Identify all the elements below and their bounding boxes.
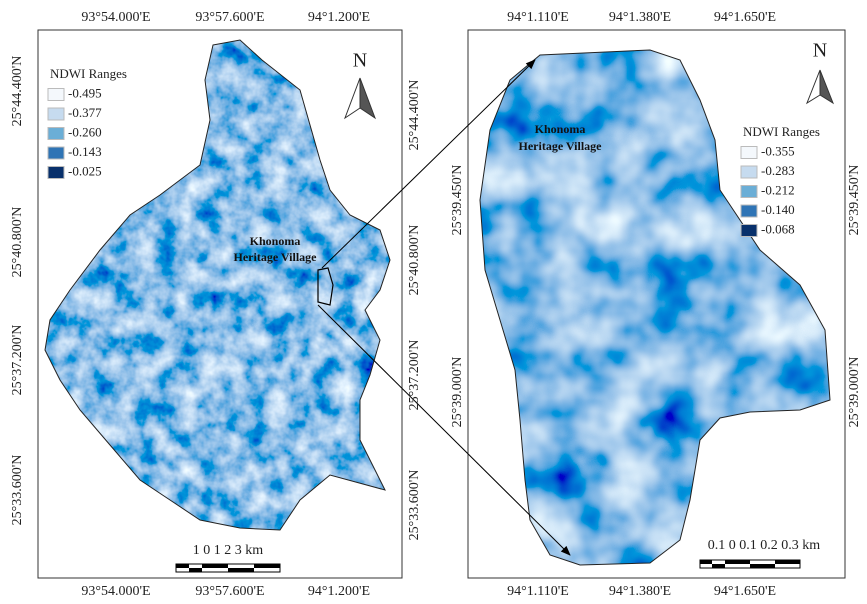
legend-label: -0.260 bbox=[68, 124, 102, 139]
legend-label: -0.212 bbox=[761, 182, 795, 197]
legend-swatch bbox=[741, 147, 757, 159]
y-coord-label: 25°37.200'N bbox=[407, 340, 422, 411]
legend-title: NDWI Ranges bbox=[50, 66, 127, 81]
legend-label: -0.068 bbox=[761, 221, 795, 236]
y-coord-label: 25°40.800'N bbox=[407, 225, 422, 296]
legend-label: -0.143 bbox=[68, 144, 102, 159]
x-coord-label: 93°54.000'E bbox=[81, 10, 150, 25]
y-coord-label: 25°40.800'N bbox=[10, 207, 25, 278]
y-coord-label: 25°44.400'N bbox=[10, 56, 25, 127]
x-coord-label: 94°1.380'E bbox=[609, 584, 671, 599]
x-coord-label: 94°1.110'E bbox=[507, 584, 569, 599]
y-coord-label: 25°33.600'N bbox=[10, 455, 25, 526]
legend-swatch bbox=[741, 205, 757, 217]
village-label: Heritage Village bbox=[519, 139, 603, 153]
legend-swatch bbox=[48, 108, 64, 120]
x-coord-label: 94°1.650'E bbox=[714, 584, 776, 599]
legend-swatch bbox=[48, 147, 64, 159]
x-coord-label: 94°1.110'E bbox=[507, 10, 569, 25]
legend-label: -0.283 bbox=[761, 163, 795, 178]
legend-swatch bbox=[48, 128, 64, 140]
legend-label: -0.140 bbox=[761, 202, 795, 217]
legend-swatch bbox=[741, 186, 757, 198]
village-label: Heritage Village bbox=[234, 250, 318, 264]
y-coord-label: 25°39.000'N bbox=[450, 357, 465, 428]
legend-swatch bbox=[741, 166, 757, 178]
legend-label: -0.355 bbox=[761, 143, 795, 158]
y-coord-label: 25°37.200'N bbox=[10, 325, 25, 396]
x-coord-label: 94°1.380'E bbox=[609, 10, 671, 25]
village-label: Khonoma bbox=[535, 122, 586, 136]
legend-title: NDWI Ranges bbox=[743, 124, 820, 139]
legend-label: -0.495 bbox=[68, 85, 102, 100]
y-coord-label: 25°39.450'N bbox=[847, 165, 862, 236]
village-label: Khonoma bbox=[250, 234, 301, 248]
legend-swatch bbox=[741, 225, 757, 237]
legend-label: -0.025 bbox=[68, 163, 102, 178]
figure: N N 1 0 1 2 3 km 0.1 0 0.1 0.2 0.3 km 93… bbox=[0, 0, 867, 604]
scale-label: 1 0 1 2 3 km bbox=[193, 543, 264, 558]
x-coord-label: 93°57.600'E bbox=[195, 584, 264, 599]
north-label: N bbox=[813, 40, 827, 62]
x-coord-label: 93°57.600'E bbox=[195, 10, 264, 25]
legend-label: -0.377 bbox=[68, 105, 102, 120]
y-coord-label: 25°39.000'N bbox=[847, 357, 862, 428]
x-coord-label: 94°1.650'E bbox=[714, 10, 776, 25]
x-coord-label: 93°54.000'E bbox=[81, 584, 150, 599]
scale-label: 0.1 0 0.1 0.2 0.3 km bbox=[708, 538, 821, 553]
y-coord-label: 25°33.600'N bbox=[407, 470, 422, 541]
x-coord-label: 94°1.200'E bbox=[308, 10, 370, 25]
north-label: N bbox=[353, 50, 367, 72]
legend-swatch bbox=[48, 167, 64, 179]
y-coord-label: 25°44.400'N bbox=[407, 80, 422, 151]
x-coord-label: 94°1.200'E bbox=[308, 584, 370, 599]
legend-swatch bbox=[48, 89, 64, 101]
y-coord-label: 25°39.450'N bbox=[450, 165, 465, 236]
